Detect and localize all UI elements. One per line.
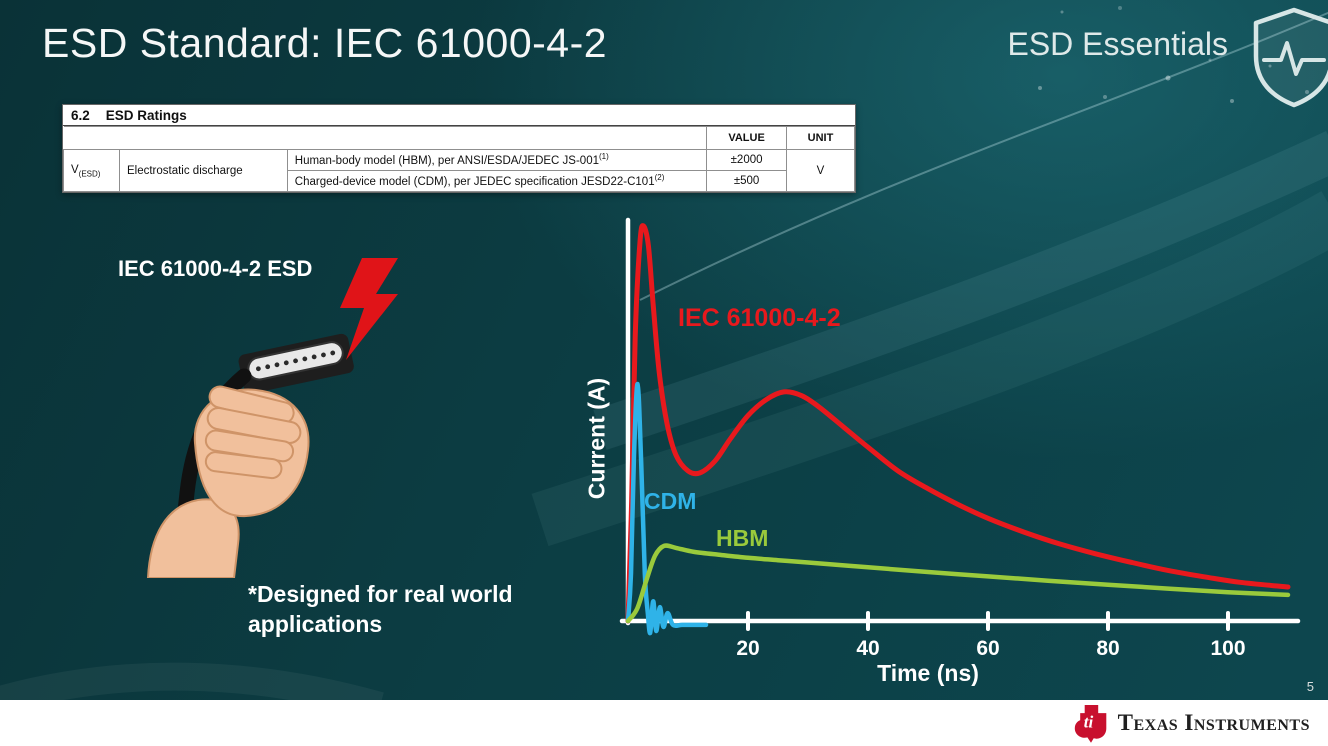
x-tick-label: 80 [1096,637,1119,660]
esd-waveform-chart: 20 40 60 80 100 Current (A) Time (ns) IEC 61… [584,212,1308,686]
y-axis-label: Current (A) [583,377,610,500]
x-tick-label: 40 [856,637,879,660]
hbm-footnote: (1) [598,152,609,161]
series-label-cdm: CDM [644,488,697,514]
table-row: Charged-device model (CDM), per JEDEC sp… [64,170,855,193]
param-name-cell: Electrostatic discharge [118,148,288,193]
param-symbol: V [71,163,79,176]
page-number: 5 [1306,679,1314,694]
hbm-model-cell: Human-body model (HBM), per ANSI/ESDA/JE… [286,148,708,172]
hbm-model-text: Human-body model (HBM), per ANSI/ESDA/JE… [294,154,599,167]
header-blank-cell [63,126,708,150]
ratings-section-title: ESD Ratings [105,108,187,123]
esd-shield-icon [1253,7,1328,108]
iec-esd-label: IEC 61000-4-2 ESD [118,256,313,281]
header-value: VALUE [706,126,788,150]
ratings-table: VALUE UNIT V(ESD) Electrostatic discharg… [63,126,855,193]
hand-icon [146,385,310,578]
ratings-heading: 6.2 ESD Ratings [63,105,855,126]
cdm-model-cell: Charged-device model (CDM), per JEDEC sp… [286,170,708,193]
lightning-bolt-icon [340,258,398,360]
hdmi-connector-icon [238,333,354,394]
series-iec-61000-4-2 [625,223,1291,624]
cdm-value-cell: ±500 [706,170,788,193]
header-unit: UNIT [786,126,855,150]
ti-logo-text: Texas Instruments [1117,710,1310,735]
ti-logo: ti Texas Instruments [1073,703,1310,743]
param-symbol-sub: (ESD) [78,168,101,178]
param-symbol-cell: V(ESD) [63,148,120,193]
x-tick-label: 60 [976,637,999,660]
series-label-hbm: HBM [716,525,769,551]
designed-note: *Designed for real world applications [248,581,513,637]
footer-bar: ti Texas Instruments [0,700,1328,746]
hand-holding-hdmi-illustration [146,258,398,578]
series-brand-title: ESD Essentials [1007,26,1228,62]
cdm-footnote: (2) [654,173,665,183]
chart-canvas: 20 40 60 80 100 [619,217,1301,660]
series-hbm [625,543,1291,624]
cdm-model-text: Charged-device model (CDM), per JEDEC sp… [294,176,655,189]
ratings-section-number: 6.2 [71,108,90,123]
ti-logo-icon: ti [1074,705,1106,743]
ratings-panel: 6.2 ESD Ratings VALUE UNIT V(ESD) Electro… [62,104,856,194]
x-axis-label: Time (ns) [877,660,979,686]
table-header-row: VALUE UNIT [63,126,855,150]
hbm-value-cell: ±2000 [706,148,788,172]
unit-cell: V [786,148,855,193]
heartbeat-pulse-icon [1262,41,1326,76]
x-tick-label: 100 [1210,637,1245,660]
x-tick-label: 20 [736,637,759,660]
series-label-iec: IEC 61000-4-2 [678,304,841,332]
table-row: V(ESD) Electrostatic discharge Human-bod… [63,148,855,193]
svg-text:ti: ti [1083,713,1093,732]
page-title: ESD Standard: IEC 61000-4-2 [42,20,608,66]
